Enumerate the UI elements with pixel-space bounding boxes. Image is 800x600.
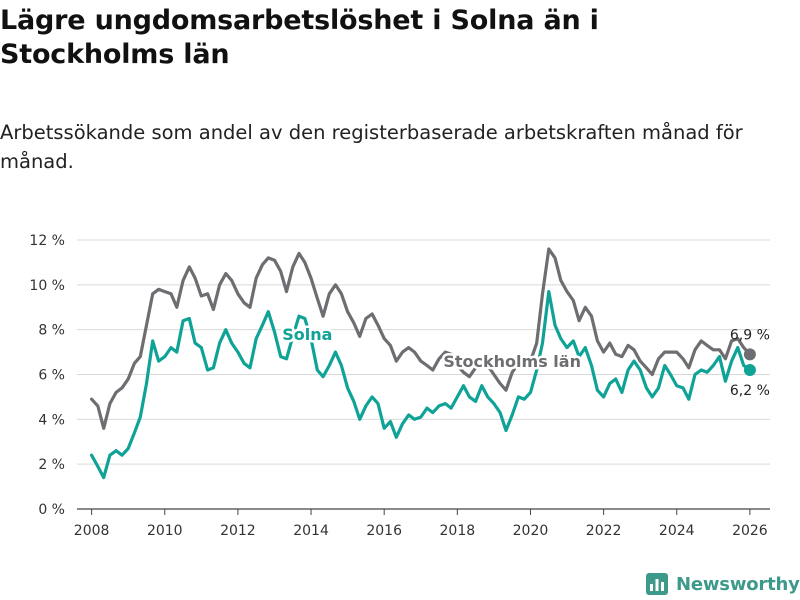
bar-chart-logo-icon — [646, 573, 668, 595]
y-tick-label: 0 % — [38, 502, 65, 518]
x-tick-label: 2026 — [732, 523, 768, 539]
series-labels: 6,9 % 6,2 % Stockholms län Solna — [280, 323, 770, 399]
x-tick-label: 2010 — [147, 523, 183, 539]
series-label-solna: Solna — [282, 325, 332, 344]
x-tick-label: 2008 — [74, 523, 110, 539]
x-tick-label: 2022 — [586, 523, 622, 539]
series-lines — [90, 247, 756, 480]
newsworthy-brand[interactable]: Newsworthy — [646, 571, 800, 597]
x-tick-label: 2012 — [220, 523, 256, 539]
end-value-label-stockholms-l-n: 6,9 % — [730, 327, 770, 343]
series-label-stockholms-l-n: Stockholms län — [443, 352, 581, 371]
x-tick-label: 2024 — [659, 523, 695, 539]
chart-subtitle: Arbetssökande som andel av den registerb… — [0, 121, 743, 173]
x-tick-label: 2016 — [366, 523, 402, 539]
y-tick-label: 4 % — [38, 412, 65, 428]
y-tick-label: 12 % — [29, 233, 65, 249]
y-tick-label: 8 % — [38, 323, 65, 339]
end-point-solna — [743, 364, 756, 377]
x-tick-label: 2014 — [293, 523, 329, 539]
y-tick-label: 10 % — [29, 278, 65, 294]
brand-name: Newsworthy — [676, 573, 800, 595]
series-line-stockholms-l-n — [90, 247, 752, 430]
axes: 0 % 2 % 4 % 6 % 8 % 10 % 12 % 2008 2010 2012 2014 2… — [29, 233, 770, 539]
chart-title: Lägre ungdomsarbetslöshet i Solna än i S… — [0, 5, 599, 70]
series-line-solna — [90, 290, 752, 480]
end-point-stockholms-l-n — [743, 348, 756, 361]
y-tick-label: 2 % — [38, 457, 65, 473]
y-tick-label: 6 % — [38, 368, 65, 384]
x-tick-label: 2018 — [440, 523, 476, 539]
end-value-label-solna: 6,2 % — [730, 383, 770, 399]
x-tick-label: 2020 — [513, 523, 549, 539]
